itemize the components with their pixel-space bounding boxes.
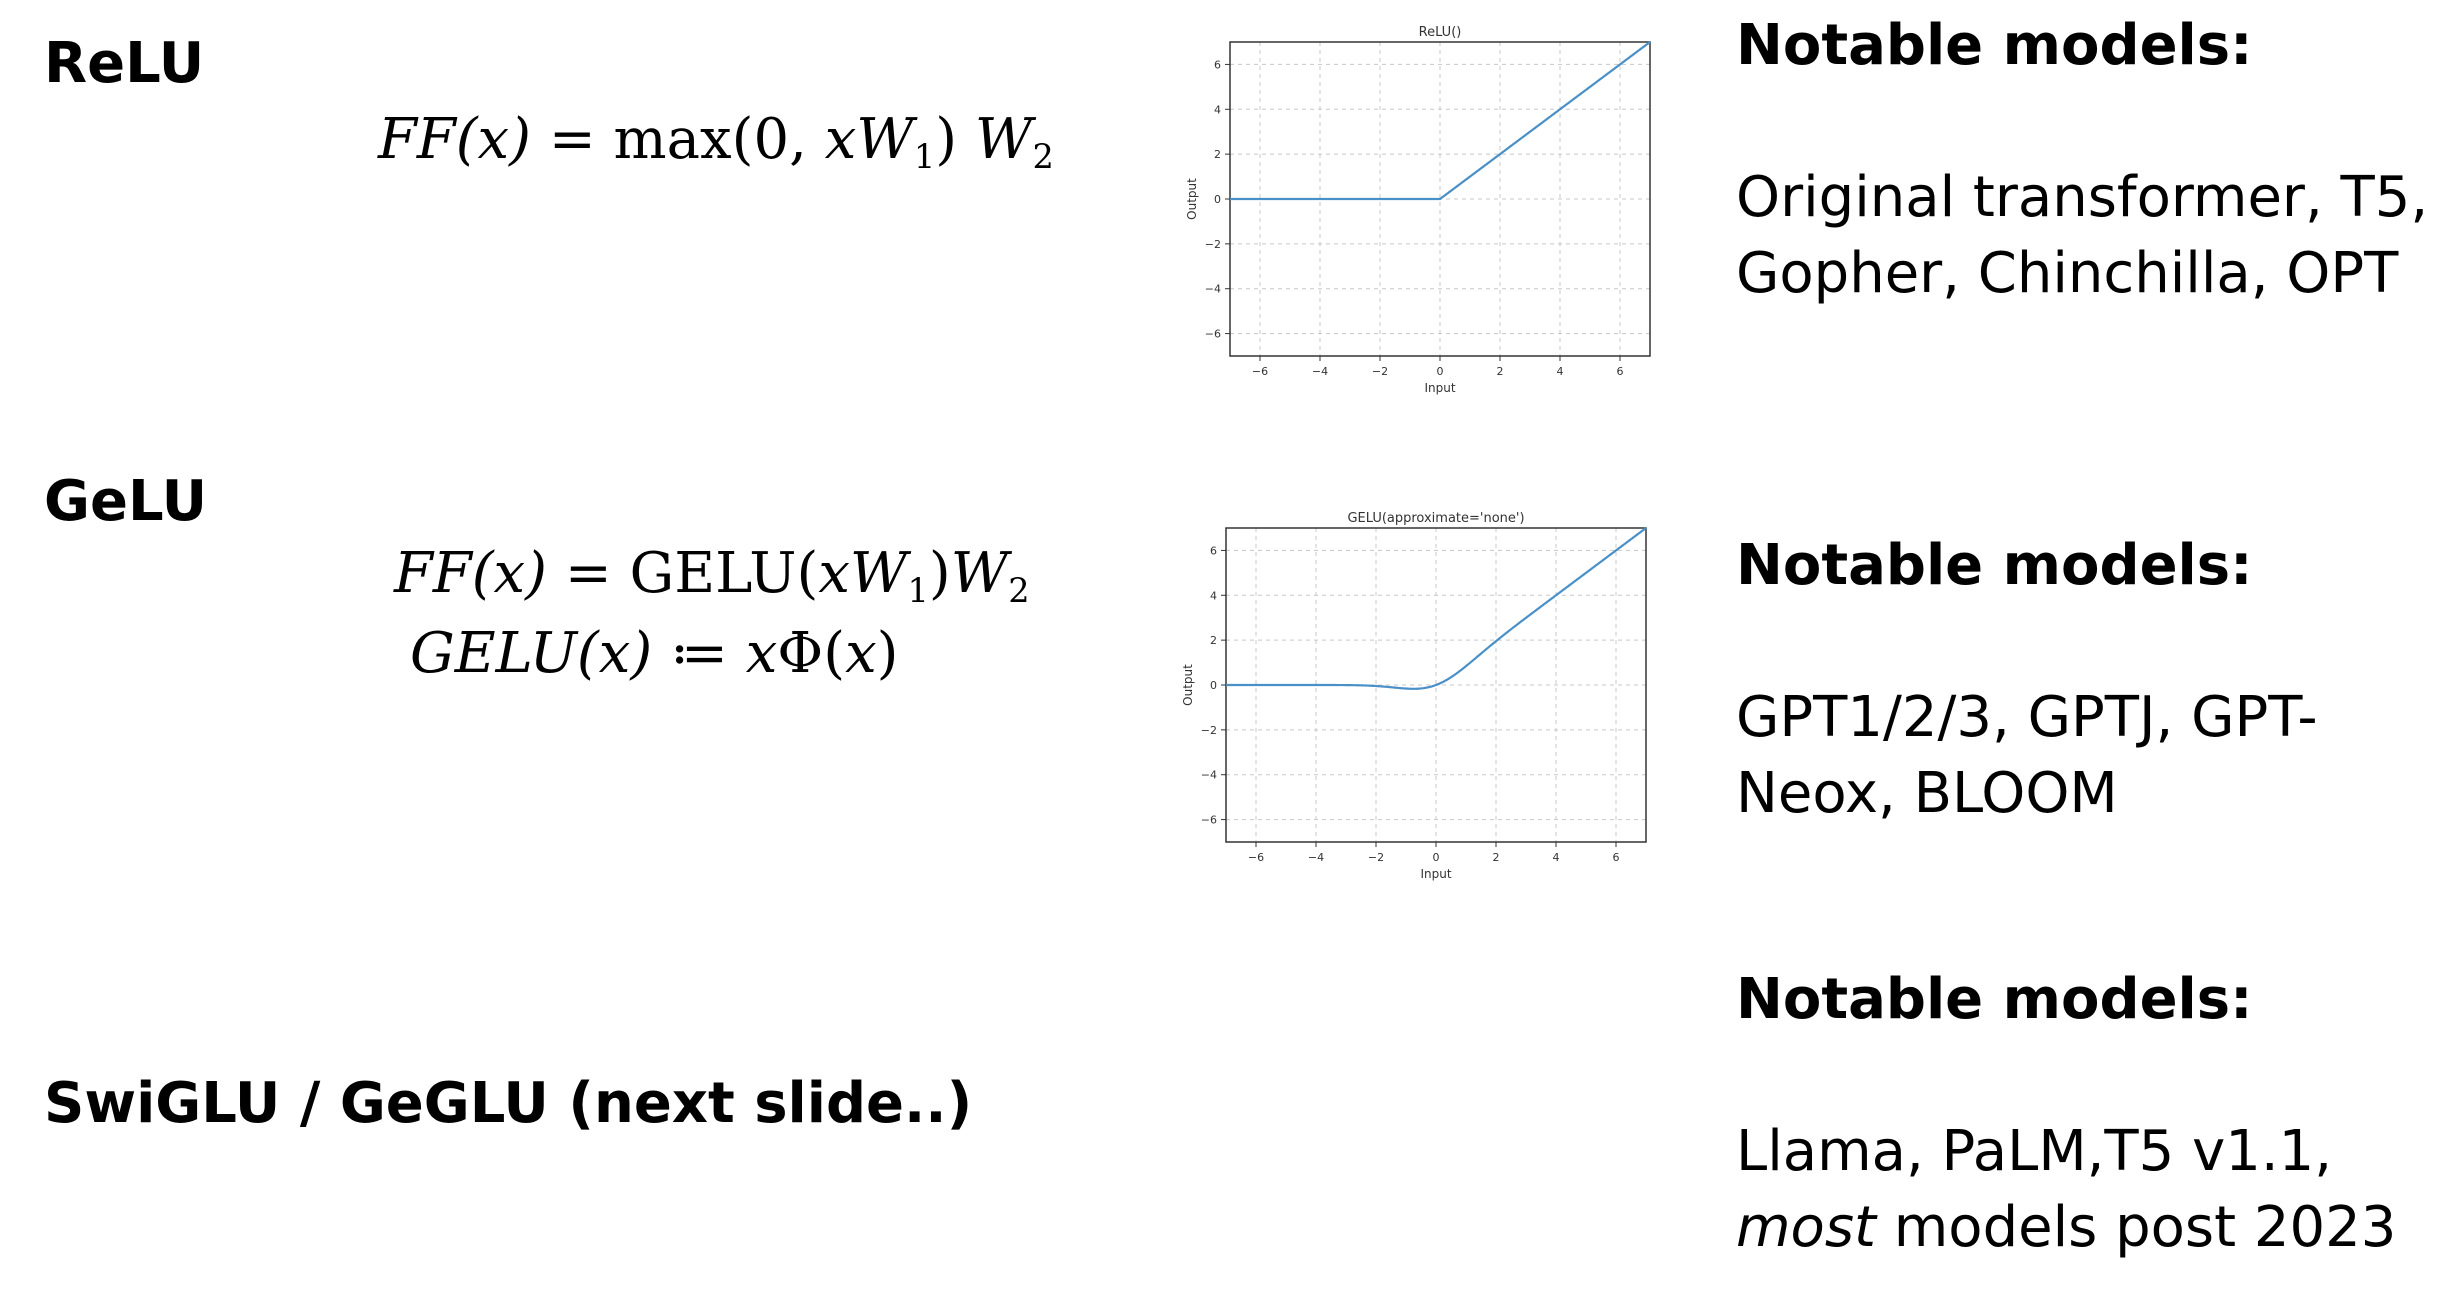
gelu-formula-x: x <box>818 541 850 606</box>
x-tick-label: 2 <box>1497 365 1504 378</box>
y-axis-label: Output <box>1181 664 1195 706</box>
gelu-formula-sub1: 1 <box>907 571 929 611</box>
relu-formula-eq: = <box>548 107 596 172</box>
relu-formula-max: max(0, <box>613 107 825 172</box>
relu-formula: FF(x) = max(0, xW1) W2 <box>378 112 1054 174</box>
gelu-formula-lhs: FF(x) <box>394 541 547 606</box>
y-tick-label: −4 <box>1201 769 1217 782</box>
gelu-def-arg: x <box>845 621 877 686</box>
relu-formula-close: ) <box>935 107 958 172</box>
x-tick-label: 0 <box>1433 851 1440 864</box>
x-tick-label: 2 <box>1493 851 1500 864</box>
swiglu-heading: SwiGLU / GeGLU (next slide..) <box>44 1071 973 1136</box>
y-axis-label: Output <box>1185 178 1199 220</box>
x-tick-label: −4 <box>1312 365 1328 378</box>
gelu-formula-w1: W <box>849 541 908 606</box>
gelu-def-phi: Φ( <box>777 621 846 686</box>
x-tick-label: 0 <box>1437 365 1444 378</box>
gelu-formula-close: ) <box>928 541 951 606</box>
gelu-def-lhs: GELU(x) <box>410 621 653 686</box>
y-tick-label: −6 <box>1205 328 1221 341</box>
gelu-formula-eq: = <box>564 541 612 606</box>
x-tick-label: −6 <box>1248 851 1264 864</box>
y-tick-label: 4 <box>1210 589 1217 602</box>
gelu-def-close: ) <box>876 621 899 686</box>
gelu-definition: GELU(x) ≔ xΦ(x) <box>410 626 899 682</box>
chart-title: ReLU() <box>1419 25 1462 40</box>
swiglu-notable-models: Llama, PaLM,T5 v1.1, most models post 20… <box>1736 1114 2456 1266</box>
y-tick-label: −2 <box>1205 238 1221 251</box>
y-tick-label: −2 <box>1201 724 1217 737</box>
relu-plot: −6 −4 −2 0 2 4 6 −6 −4 −2 0 2 4 6 ReLU() Input Output <box>1185 25 1651 395</box>
gelu-notable-title: Notable models: <box>1736 533 2253 598</box>
swiglu-notable-title: Notable models: <box>1736 967 2253 1032</box>
y-tick-label: −6 <box>1201 814 1217 827</box>
y-tick-label: −4 <box>1205 283 1221 296</box>
x-tick-label: 6 <box>1617 365 1624 378</box>
relu-heading: ReLU <box>44 31 205 96</box>
y-tick-label: 4 <box>1214 103 1221 116</box>
gelu-notable-models: GPT1/2/3, GPTJ, GPT-Neox, BLOOM <box>1736 685 2318 826</box>
y-tick-label: 2 <box>1214 148 1221 161</box>
swiglu-notable-suffix: models post 2023 <box>1875 1195 2397 1260</box>
series-line <box>1226 527 1647 690</box>
x-tick-label: 6 <box>1613 851 1620 864</box>
relu-formula-x: x <box>824 107 857 172</box>
y-tick-label: 2 <box>1210 634 1217 647</box>
x-tick-label: −6 <box>1252 365 1268 378</box>
relu-notable-models: Original transformer, T5, Gopher, Chinch… <box>1736 165 2429 306</box>
relu-formula-sub2: 2 <box>1032 137 1054 177</box>
gelu-def-symbol: ≔ <box>670 621 728 686</box>
gelu-plot: −6 −4 −2 0 2 4 6 −6 −4 −2 0 2 4 6 GELU(approximate='no… <box>1181 511 1647 881</box>
gelu-heading: GeLU <box>44 469 208 534</box>
x-axis-label: Input <box>1424 381 1455 395</box>
gelu-formula-sub2: 2 <box>1008 571 1030 611</box>
x-tick-label: 4 <box>1557 365 1564 378</box>
relu-formula-sub1: 1 <box>913 137 936 177</box>
swiglu-notable-prefix: Llama, PaLM,T5 v1.1, <box>1736 1119 2333 1184</box>
series-line <box>1230 41 1651 201</box>
x-tick-label: 4 <box>1553 851 1560 864</box>
relu-formula-lhs: FF(x) <box>378 107 531 172</box>
gelu-formula-ff: FF(x) = GELU(xW1)W2 <box>394 546 1030 608</box>
x-tick-label: −2 <box>1368 851 1384 864</box>
y-tick-label: 6 <box>1214 58 1221 71</box>
gelu-def-x: x <box>745 621 778 686</box>
chart-title: GELU(approximate='none') <box>1347 511 1524 526</box>
y-tick-label: 0 <box>1214 193 1221 206</box>
x-axis-label: Input <box>1420 867 1451 881</box>
y-tick-label: 0 <box>1210 679 1217 692</box>
relu-notable-title: Notable models: <box>1736 13 2253 78</box>
x-tick-label: −4 <box>1308 851 1324 864</box>
y-tick-label: 6 <box>1210 544 1217 557</box>
gelu-formula-w2: W <box>950 541 1009 606</box>
relu-formula-w1: W <box>856 107 914 172</box>
gelu-formula-fn: GELU( <box>629 541 819 606</box>
swiglu-notable-italic: most <box>1736 1195 1876 1260</box>
relu-formula-w2: W <box>974 107 1033 172</box>
x-tick-label: −2 <box>1372 365 1388 378</box>
